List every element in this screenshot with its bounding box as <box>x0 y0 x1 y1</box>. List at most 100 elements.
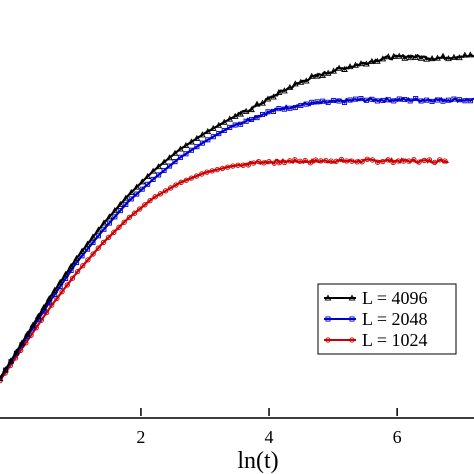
x-tick-label: 4 <box>265 427 274 447</box>
data-point <box>145 181 151 187</box>
data-point <box>117 208 123 214</box>
data-point <box>281 159 288 166</box>
data-point <box>231 112 239 119</box>
data-point <box>147 197 153 204</box>
data-point <box>266 158 272 165</box>
data-point <box>461 51 469 58</box>
data-point <box>424 97 430 103</box>
data-point <box>341 65 348 72</box>
data-point <box>281 87 288 94</box>
data-point <box>264 95 272 102</box>
data-point <box>155 163 162 170</box>
data-point <box>318 158 324 164</box>
data-point <box>84 240 91 247</box>
data-point <box>357 60 365 67</box>
data-point <box>445 97 452 103</box>
data-point <box>62 270 69 277</box>
data-point <box>302 77 310 84</box>
data-point <box>226 115 234 122</box>
data-point <box>426 157 433 163</box>
data-point <box>261 160 267 166</box>
data-point <box>363 97 369 103</box>
data-point <box>85 257 91 263</box>
data-point <box>298 102 304 109</box>
data-point <box>256 158 262 165</box>
data-point <box>230 163 236 169</box>
data-point <box>380 158 386 165</box>
data-point <box>411 157 417 163</box>
data-point <box>395 158 402 164</box>
data-point <box>400 158 407 164</box>
data-point <box>116 224 122 230</box>
data-point <box>127 188 135 195</box>
plot-frame <box>0 417 474 419</box>
data-point <box>156 172 162 178</box>
data-point <box>374 98 380 104</box>
data-point <box>111 229 117 235</box>
data-point <box>56 278 64 285</box>
data-point <box>137 206 143 212</box>
data-point <box>133 183 141 190</box>
data-point <box>199 140 205 146</box>
data-point <box>309 99 315 105</box>
data-point <box>150 176 156 182</box>
data-point <box>338 156 345 163</box>
data-point <box>7 357 15 364</box>
data-point <box>324 294 332 301</box>
data-point <box>323 157 329 164</box>
data-point <box>13 348 20 355</box>
data-point <box>167 163 173 169</box>
data-point <box>395 52 403 59</box>
data-point <box>466 51 474 58</box>
data-point <box>259 99 266 106</box>
data-point <box>188 138 195 145</box>
data-point <box>112 214 118 220</box>
data-point <box>369 157 376 163</box>
data-point <box>219 165 226 172</box>
data-point <box>101 226 107 232</box>
data-point <box>437 157 443 163</box>
data-point <box>347 97 353 103</box>
data-point <box>292 157 298 163</box>
data-point <box>431 159 438 166</box>
data-point <box>73 254 80 261</box>
data-point <box>396 96 402 102</box>
data-point <box>348 294 356 301</box>
data-point <box>325 337 331 343</box>
data-point <box>416 159 422 165</box>
data-point <box>312 157 319 163</box>
data-point <box>64 282 70 288</box>
data-point <box>134 191 140 197</box>
data-point <box>423 55 430 62</box>
data-point <box>442 158 448 164</box>
data-point <box>149 167 157 174</box>
data-point <box>106 220 112 226</box>
data-point <box>314 99 320 105</box>
data-point <box>220 118 228 125</box>
data-point <box>43 309 50 316</box>
data-point <box>401 54 409 61</box>
data-point <box>374 57 381 64</box>
data-point <box>462 98 468 104</box>
data-point <box>224 164 231 170</box>
data-point <box>193 173 200 179</box>
data-point <box>440 98 446 104</box>
data-point <box>45 295 53 302</box>
data-point <box>286 83 294 90</box>
data-point <box>237 110 245 117</box>
data-point <box>173 182 179 188</box>
data-point <box>324 69 332 76</box>
x-tick-label: 6 <box>393 427 402 447</box>
data-point <box>2 366 9 373</box>
data-point <box>445 55 452 62</box>
data-point <box>364 156 370 162</box>
data-point <box>194 144 200 150</box>
data-point <box>199 171 205 177</box>
data-point <box>325 99 331 105</box>
data-point <box>214 166 220 173</box>
data-point <box>369 96 375 102</box>
data-point <box>265 109 271 115</box>
data-point <box>111 207 119 214</box>
data-point <box>205 137 211 143</box>
data-point <box>0 376 3 382</box>
